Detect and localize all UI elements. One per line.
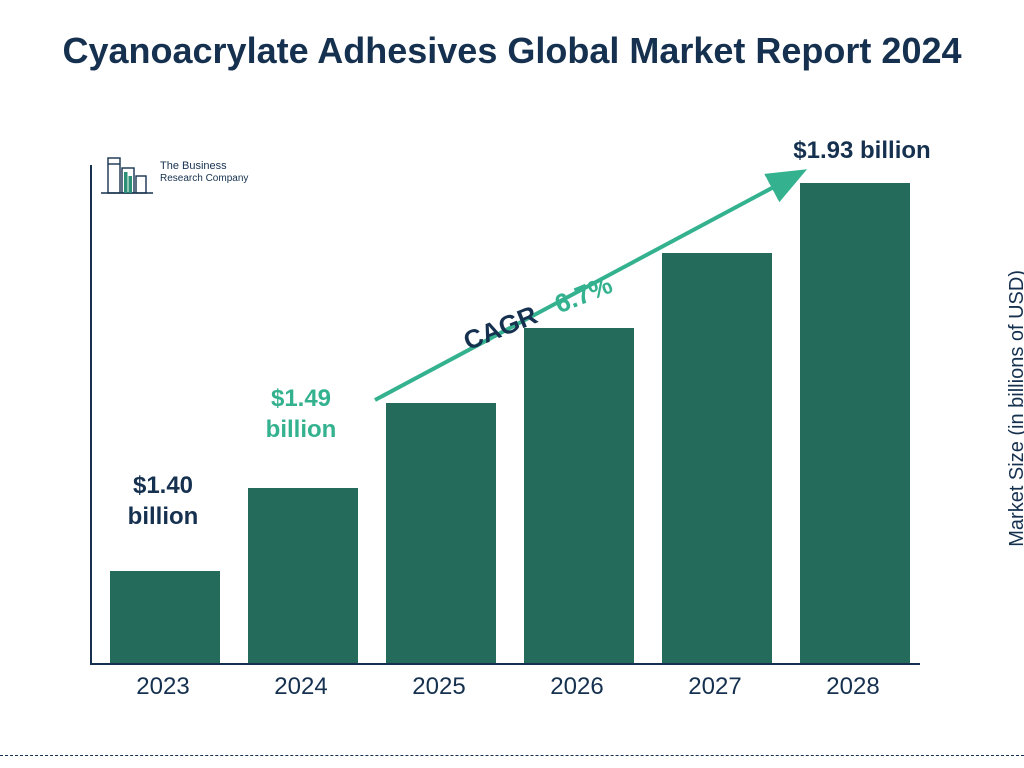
value-label: $1.93 billion [772, 135, 952, 166]
bar-chart: CAGR 6.7% 202320242025202620272028$1.40b… [90, 165, 920, 695]
bar [110, 571, 220, 663]
x-axis-label: 2025 [384, 673, 494, 701]
chart-title: Cyanoacrylate Adhesives Global Market Re… [0, 28, 1024, 75]
footer-divider [0, 755, 1024, 756]
bar [524, 328, 634, 663]
x-axis-label: 2027 [660, 673, 770, 701]
value-label: $1.40billion [108, 470, 218, 532]
value-label: $1.49billion [246, 383, 356, 445]
bar [248, 488, 358, 663]
y-axis-label: Market Size (in billions of USD) [1006, 270, 1024, 547]
x-axis-label: 2028 [798, 673, 908, 701]
bar [386, 403, 496, 663]
x-axis-label: 2023 [108, 673, 218, 701]
x-axis-label: 2026 [522, 673, 632, 701]
bar [662, 253, 772, 663]
bar [800, 183, 910, 663]
x-axis-label: 2024 [246, 673, 356, 701]
plot-area [90, 165, 920, 665]
